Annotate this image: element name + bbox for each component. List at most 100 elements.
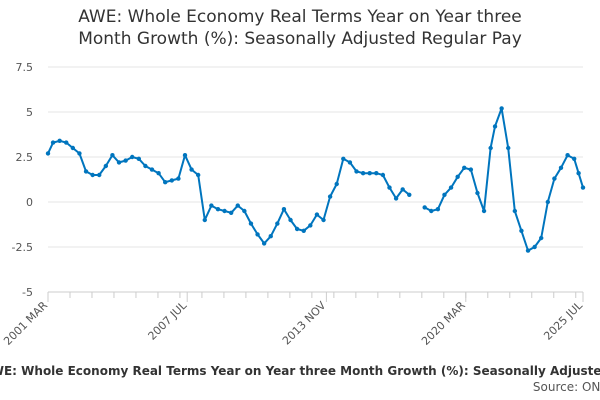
data-point — [288, 217, 293, 223]
series-line — [423, 107, 584, 252]
data-point — [429, 208, 434, 214]
data-point — [261, 241, 267, 246]
data-point — [45, 151, 51, 156]
data-point — [149, 167, 155, 172]
data-point — [123, 158, 128, 163]
data-point — [222, 208, 227, 214]
data-point — [374, 171, 379, 176]
data-point — [492, 124, 498, 129]
data-point — [422, 205, 427, 210]
y-tick-label: 2.5 — [16, 151, 34, 164]
y-tick-label: -2.5 — [12, 241, 33, 254]
data-point — [248, 221, 254, 226]
data-point — [576, 171, 581, 176]
x-tick-label: 2020 MAR — [419, 299, 468, 348]
footer-source: Source: ONS — [532, 380, 600, 394]
data-point — [327, 194, 333, 199]
data-point — [347, 160, 353, 165]
data-point — [442, 192, 447, 197]
data-point — [539, 235, 544, 241]
data-point — [468, 167, 474, 172]
data-point — [103, 163, 109, 169]
data-point — [136, 156, 142, 161]
data-point — [182, 153, 188, 158]
data-point — [488, 145, 493, 151]
data-point — [163, 180, 168, 185]
data-point — [334, 181, 339, 187]
data-point — [314, 212, 320, 217]
data-point — [308, 223, 313, 228]
data-point — [189, 167, 194, 172]
data-point — [57, 138, 62, 143]
data-point — [169, 178, 174, 183]
data-point — [90, 172, 95, 178]
data-point — [360, 171, 366, 176]
data-point — [519, 228, 524, 233]
chart-title: AWE: Whole Economy Real Terms Year on Ye… — [0, 6, 600, 50]
data-point — [354, 169, 359, 174]
data-point — [209, 203, 214, 208]
data-point — [506, 145, 511, 151]
data-point — [110, 153, 115, 158]
data-point — [321, 217, 326, 223]
data-point — [341, 156, 346, 161]
x-axis: 2001 MAR 2007 JUL 2013 NOV 2020 MAR 2025 JUL — [1, 291, 586, 348]
data-point — [572, 156, 577, 161]
data-point — [565, 153, 570, 158]
data-point — [268, 234, 273, 239]
data-point — [475, 190, 480, 196]
data-point — [195, 172, 201, 178]
data-point — [558, 165, 564, 170]
data-point — [301, 228, 306, 233]
data-point — [552, 176, 557, 181]
data-point — [228, 210, 234, 215]
data-point — [380, 172, 386, 178]
x-tick-label: 2007 JUL — [146, 298, 190, 342]
data-point — [367, 171, 372, 176]
data-point — [70, 145, 76, 151]
data-point — [235, 203, 240, 208]
data-point — [393, 196, 399, 201]
data-point — [156, 171, 161, 176]
data-point — [281, 207, 287, 212]
grid-lines — [48, 66, 583, 293]
data-point — [215, 207, 221, 212]
series-line — [47, 139, 411, 245]
data-point — [407, 192, 412, 197]
data-point — [143, 163, 148, 169]
data-point — [255, 232, 260, 237]
data-point — [64, 140, 69, 145]
data-point — [116, 160, 122, 165]
data-point — [275, 221, 280, 226]
data-point — [525, 248, 531, 253]
data-point — [176, 176, 181, 181]
y-tick-label: 0 — [26, 196, 33, 209]
footer-title: AWE: Whole Economy Real Terms Year on Ye… — [0, 364, 600, 378]
x-tick-label: 2001 MAR — [1, 299, 50, 348]
data-point — [83, 169, 89, 174]
data-point — [462, 165, 467, 170]
data-point — [77, 151, 82, 156]
y-tick-label: 5 — [26, 106, 33, 119]
data-point — [455, 174, 460, 179]
y-axis: -5 -2.5 0 2.5 5 7.5 — [12, 61, 33, 299]
data-point — [499, 106, 504, 111]
data-point — [545, 199, 551, 205]
data-point — [448, 185, 454, 190]
data-point — [512, 208, 518, 214]
data-point — [242, 208, 247, 214]
y-tick-label: -5 — [22, 286, 33, 299]
data-point — [130, 154, 135, 160]
data-point — [97, 172, 102, 178]
data-point — [481, 208, 487, 214]
x-tick-label: 2013 NOV — [280, 299, 329, 348]
data-point — [387, 185, 392, 190]
y-tick-label: 7.5 — [16, 61, 34, 74]
x-tick-label: 2025 JUL — [541, 298, 585, 342]
data-point — [50, 140, 56, 145]
chart-title-line-2: Month Growth (%): Seasonally Adjusted Re… — [78, 29, 522, 49]
data-point — [294, 226, 300, 232]
series-group — [45, 106, 586, 253]
data-point — [532, 244, 537, 250]
